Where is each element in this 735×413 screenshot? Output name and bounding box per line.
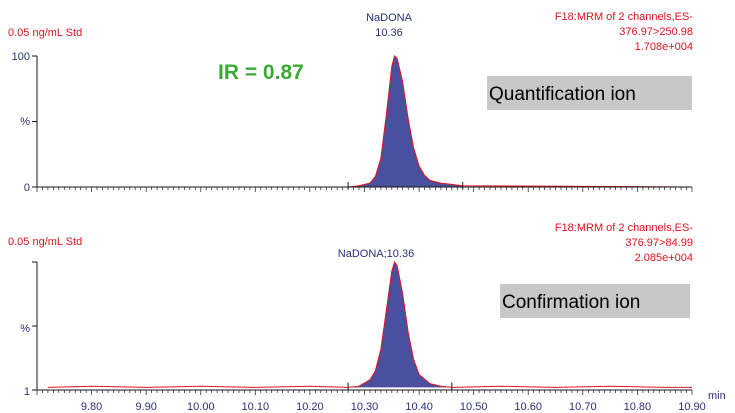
y-tick-top-min: 0 bbox=[24, 182, 30, 194]
x-ticks-bottom bbox=[36, 390, 693, 395]
ion-ratio-label: IR = 0.87 bbox=[218, 61, 304, 84]
y-tick-top-max: 100 bbox=[12, 51, 30, 63]
quantification-ion-label: Quantification ion bbox=[489, 84, 636, 105]
x-tick-label: 9.80 bbox=[81, 401, 102, 413]
channel-info-top-1: F18:MRM of 2 channels,ES- bbox=[555, 11, 694, 23]
peak-fill-bottom bbox=[348, 262, 452, 388]
y-tick-bottom-percent: % bbox=[20, 323, 30, 335]
peak-label-bottom: NaDONA;10.36 bbox=[338, 248, 414, 260]
peak-fill-top bbox=[348, 56, 463, 187]
x-tick-label: 10.80 bbox=[624, 401, 652, 413]
y-ticks-top bbox=[32, 55, 37, 188]
y-ticks-bottom bbox=[32, 261, 37, 391]
x-axis-unit: min bbox=[708, 390, 726, 402]
sample-label-top: 0.05 ng/mL Std bbox=[8, 27, 82, 39]
x-tick-label: 10.60 bbox=[514, 401, 542, 413]
x-tick-label: 10.50 bbox=[460, 401, 488, 413]
confirmation-ion-box bbox=[500, 284, 690, 318]
panel-confirmation: 0.05 ng/mL Std NaDONA;10.36 F18:MRM of 2… bbox=[8, 222, 693, 398]
y-tick-bottom-min: 1 bbox=[24, 386, 30, 398]
trace-line-bottom bbox=[47, 260, 692, 388]
x-tick-label: 10.30 bbox=[351, 401, 379, 413]
peak-label-name-top: NaDONA bbox=[366, 12, 413, 24]
channel-info-top-2: 376.97>250.98 bbox=[619, 26, 693, 38]
channel-info-bottom-3: 2.085e+004 bbox=[635, 252, 693, 264]
x-tick-label: 10.20 bbox=[296, 401, 324, 413]
channel-info-top-3: 1.708e+004 bbox=[635, 41, 693, 53]
channel-info-bottom-1: F18:MRM of 2 channels,ES- bbox=[555, 222, 694, 234]
channel-info-bottom-2: 376.97>84.99 bbox=[625, 237, 693, 249]
panel-quantification: 0.05 ng/mL Std NaDONA 10.36 F18:MRM of 2… bbox=[8, 11, 693, 194]
x-tick-label: 10.70 bbox=[569, 401, 597, 413]
x-tick-label: 10.00 bbox=[187, 401, 215, 413]
confirmation-ion-label: Confirmation ion bbox=[502, 292, 640, 313]
x-ticks-top bbox=[36, 187, 693, 192]
quantification-ion-box bbox=[487, 76, 692, 110]
x-tick-label: 10.40 bbox=[405, 401, 433, 413]
peak-label-rt-top: 10.36 bbox=[375, 27, 403, 39]
x-axis-tick-labels: 9.80 9.90 10.00 10.10 10.20 10.30 10.40 10.50 10… bbox=[81, 401, 706, 413]
x-tick-label: 10.90 bbox=[678, 401, 706, 413]
trace-line-top bbox=[47, 55, 693, 188]
x-tick-label: 9.90 bbox=[135, 401, 156, 413]
sample-label-bottom: 0.05 ng/mL Std bbox=[8, 236, 82, 248]
x-tick-label: 10.10 bbox=[242, 401, 270, 413]
y-tick-top-percent: % bbox=[20, 116, 30, 128]
